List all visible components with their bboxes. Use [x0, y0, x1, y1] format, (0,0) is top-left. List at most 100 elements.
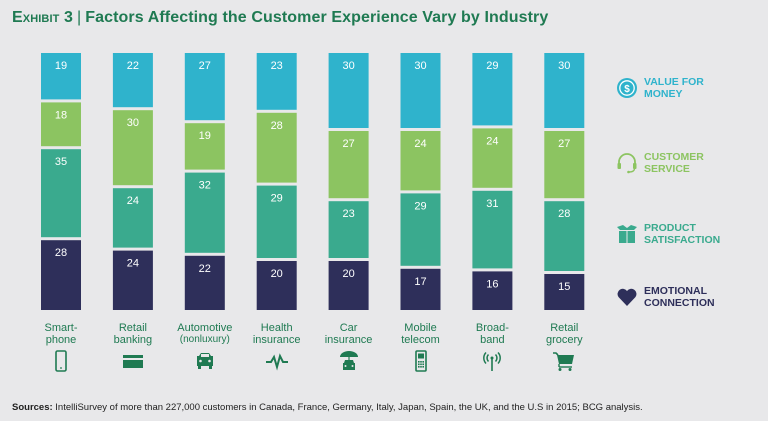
bar-segment-customer-service	[328, 131, 369, 199]
legend-label: Customer	[644, 151, 704, 163]
bar-segment-product-satisfaction	[400, 193, 441, 266]
legend-item-product-satisfaction: Product satisfaction	[616, 222, 720, 246]
category-label-line: phone	[45, 334, 77, 346]
category-label-line: Broad-	[475, 322, 509, 334]
data-label: 27	[558, 138, 570, 150]
data-label: 32	[199, 180, 211, 192]
category-label: Automotive (nonluxury)	[169, 322, 241, 346]
bar-segment-product-satisfaction	[184, 172, 225, 253]
data-label: 28	[271, 120, 283, 132]
data-label: 24	[414, 138, 426, 150]
category-label-line: Retail	[550, 322, 579, 334]
car-icon	[196, 353, 213, 369]
bar-segment-emotional-connection	[256, 261, 297, 310]
legend-label: connection	[644, 297, 715, 309]
source-text: IntelliSurvey of more than 227,000 custo…	[52, 402, 643, 413]
category-label-line: insurance	[252, 334, 301, 346]
legend-label: money	[644, 88, 683, 100]
bar-segment-customer-service	[400, 131, 441, 191]
data-label: 19	[55, 60, 67, 72]
legend-label: Emotional	[644, 285, 707, 297]
bar-segment-customer-service	[472, 128, 513, 188]
category-label-line: Mobile	[404, 322, 437, 334]
legend-item-emotional-connection: Emotional connection	[616, 285, 715, 309]
data-label: 23	[342, 208, 354, 220]
bar-segment-emotional-connection	[544, 274, 585, 310]
bar-segment-emotional-connection	[400, 268, 441, 310]
data-label: 30	[414, 60, 426, 72]
svg-text:$: $	[624, 84, 630, 95]
data-label: 23	[271, 60, 283, 72]
data-label: 29	[271, 193, 283, 205]
data-label: 15	[558, 281, 570, 293]
bar-segment-product-satisfaction	[544, 201, 585, 271]
legend-label: Value for	[644, 76, 704, 88]
shopping-cart-icon	[553, 352, 575, 371]
bar-segment-value-for-money	[112, 53, 153, 108]
bar-segment-customer-service	[256, 112, 297, 183]
category-label-line: grocery	[545, 334, 583, 346]
bar-segment-product-satisfaction	[256, 185, 297, 258]
smartphone-icon	[55, 350, 67, 372]
data-label: 22	[127, 60, 139, 72]
bar-segment-value-for-money	[41, 53, 81, 100]
data-label: 27	[342, 138, 354, 150]
bar-segment-emotional-connection	[328, 261, 369, 310]
bar-segment-value-for-money	[256, 53, 297, 110]
open-box-icon	[617, 225, 637, 243]
bar-segment-value-for-money	[472, 53, 513, 126]
title-text: Factors Affecting the Customer Experienc…	[85, 9, 549, 26]
data-label: 16	[486, 278, 498, 290]
exhibit-number: Exhibit 3	[12, 9, 73, 26]
data-label: 19	[199, 130, 211, 142]
bar-segment-product-satisfaction	[328, 201, 369, 258]
category-label-line: (nonluxury)	[179, 334, 230, 345]
category-label-line: band	[480, 334, 505, 346]
bar-segment-emotional-connection	[112, 250, 153, 310]
category-label-line: Automotive	[177, 322, 233, 334]
data-label: 18	[55, 109, 67, 121]
bar-segment-customer-service	[544, 131, 585, 199]
data-label: 27	[199, 60, 211, 72]
title-separator: |	[76, 9, 82, 26]
data-label: 17	[414, 276, 426, 288]
data-label: 28	[55, 247, 67, 259]
category-label: Broad-band	[456, 322, 528, 346]
bar-segment-value-for-money	[328, 53, 369, 128]
data-label: 30	[127, 117, 139, 129]
category-label: Retail banking	[97, 322, 169, 346]
data-label: 30	[342, 60, 354, 72]
data-label: 20	[342, 268, 354, 280]
category-label-line: insurance	[324, 334, 373, 346]
category-label: Smart-phone	[25, 322, 97, 346]
bar-segment-value-for-money	[400, 53, 441, 128]
category-label: Car insurance	[313, 322, 385, 346]
bar-segment-value-for-money	[544, 53, 585, 128]
legend-label: Product	[644, 222, 696, 234]
legend-item-value-for-money: $ Value for money	[616, 76, 704, 100]
chart-title: Exhibit 3 | Factors Affecting the Customer…	[12, 9, 548, 27]
data-label: 31	[486, 198, 498, 210]
credit-card-icon	[122, 355, 143, 368]
category-label: Mobile telecom	[385, 322, 457, 346]
category-label-line: Retail	[118, 322, 147, 334]
antenna-icon	[483, 351, 502, 371]
category-label-line: banking	[113, 334, 153, 346]
dollar-coin-icon: $	[617, 78, 637, 98]
bar-segment-product-satisfaction	[112, 188, 153, 248]
category-label: Health insurance	[241, 322, 313, 346]
category-label-line: Smart-	[44, 322, 78, 334]
data-label: 24	[486, 135, 498, 147]
bar-segment-customer-service	[112, 110, 153, 186]
bar-segment-customer-service	[184, 123, 225, 170]
bar-segment-emotional-connection	[472, 271, 513, 310]
heartbeat-icon	[265, 353, 288, 371]
legend-label: satisfaction	[644, 234, 721, 246]
bar-segment-emotional-connection	[41, 240, 81, 310]
category-label: Retail grocery	[528, 322, 600, 346]
bar-segment-product-satisfaction	[41, 149, 81, 238]
heart-icon	[617, 288, 637, 306]
source-label: Sources:	[12, 402, 53, 413]
data-label: 24	[127, 258, 139, 270]
